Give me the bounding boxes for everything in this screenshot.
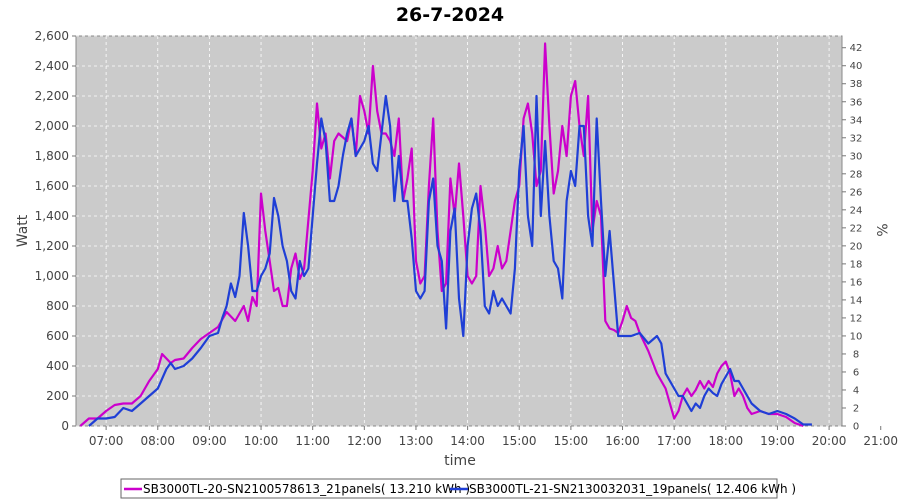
y2-tick-label: 8: [853, 349, 859, 360]
y2-tick-label: 24: [850, 205, 863, 216]
x-tick-label: 18:00: [709, 434, 744, 448]
x-tick-label: 07:00: [89, 434, 124, 448]
y-tick-label: 1,800: [35, 149, 69, 163]
y2-tick-label: 10: [850, 331, 863, 342]
series-layer: [79, 42, 812, 428]
y2-tick-label: 4: [853, 385, 859, 396]
legend-box: [120, 478, 778, 499]
x-tick-label: 17:00: [657, 434, 692, 448]
x-tick-label: 19:00: [760, 434, 795, 448]
series-line-2: [88, 94, 812, 427]
y2-tick-label: 30: [850, 151, 863, 162]
y2-tick-label: 12: [850, 313, 863, 324]
y2-tick-label: 28: [850, 169, 863, 180]
legend-label-1: SB3000TL-20-SN2100578613_21panels( 13.21…: [143, 482, 470, 496]
x-tick-label: 20:00: [812, 434, 847, 448]
y-tick-label: 1,400: [35, 209, 69, 223]
y-tick-label: 1,600: [35, 179, 69, 193]
y-tick-label: 2,000: [35, 119, 69, 133]
chart-title: 26-7-2024: [396, 4, 504, 26]
y-tick-label: 0: [61, 419, 69, 433]
x-tick-label: 21:00: [863, 434, 898, 448]
y2-tick-label: 14: [850, 295, 863, 306]
legend-label-2: SB3000TL-21-SN2130032031_19panels( 12.40…: [469, 482, 796, 496]
y2-tick-label: 22: [850, 223, 863, 234]
y2-tick-label: 34: [850, 115, 863, 126]
y2-tick-label: 20: [850, 241, 863, 252]
legend: SB3000TL-20-SN2100578613_21panels( 13.21…: [124, 482, 796, 496]
y2-tick-label: 36: [850, 97, 863, 108]
y-tick-label: 400: [46, 359, 69, 373]
y2-tick-label: 2: [853, 403, 859, 414]
x-axis-title: time: [444, 453, 476, 469]
y-tick-label: 1,200: [35, 239, 69, 253]
x-tick-label: 09:00: [192, 434, 227, 448]
y2-tick-label: 40: [850, 61, 863, 72]
y2-tick-label: 38: [850, 79, 863, 90]
x-tick-label: 13:00: [399, 434, 434, 448]
grid-lines: [76, 35, 882, 427]
y-tick-label: 800: [46, 299, 69, 313]
y2-tick-label: 42: [850, 43, 863, 54]
y-axis: 0 200 400 600 800 1,000 1,200 1,400 1,600 1,800 2,…: [35, 29, 76, 433]
y-tick-label: 200: [46, 389, 69, 403]
x-tick-label: 16:00: [605, 434, 640, 448]
y2-tick-label: 26: [850, 187, 863, 198]
y-tick-label: 2,400: [35, 59, 69, 73]
y-tick-label: 1,000: [35, 269, 69, 283]
x-tick-label: 15:00: [502, 434, 537, 448]
x-axis: 07:00 08:00 09:00 10:00 11:00 12:00 13:00 14:00…: [89, 426, 898, 448]
y-tick-label: 2,600: [35, 29, 69, 43]
y-tick-label: 2,200: [35, 89, 69, 103]
x-tick-label: 12:00: [347, 434, 382, 448]
x-tick-label: 10:00: [244, 434, 279, 448]
plot-area: [75, 35, 843, 427]
x-tick-label: 14:00: [450, 434, 485, 448]
x-tick-label: 15:00: [554, 434, 589, 448]
y2-tick-label: 18: [850, 259, 863, 270]
series-line-1: [79, 42, 804, 428]
y-axis-title: Watt: [15, 214, 31, 247]
y2-tick-label: 0: [853, 422, 859, 433]
y2-tick-label: 16: [850, 277, 863, 288]
x-tick-label: 11:00: [295, 434, 330, 448]
y2-axis-title: %: [873, 223, 889, 236]
y2-tick-label: 6: [853, 367, 859, 378]
y-tick-label: 600: [46, 329, 69, 343]
y2-tick-label: 32: [850, 133, 863, 144]
x-tick-label: 08:00: [140, 434, 175, 448]
